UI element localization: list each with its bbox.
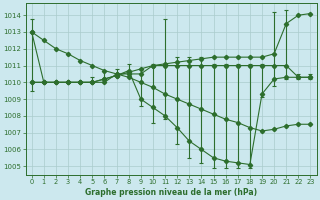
X-axis label: Graphe pression niveau de la mer (hPa): Graphe pression niveau de la mer (hPa): [85, 188, 257, 197]
